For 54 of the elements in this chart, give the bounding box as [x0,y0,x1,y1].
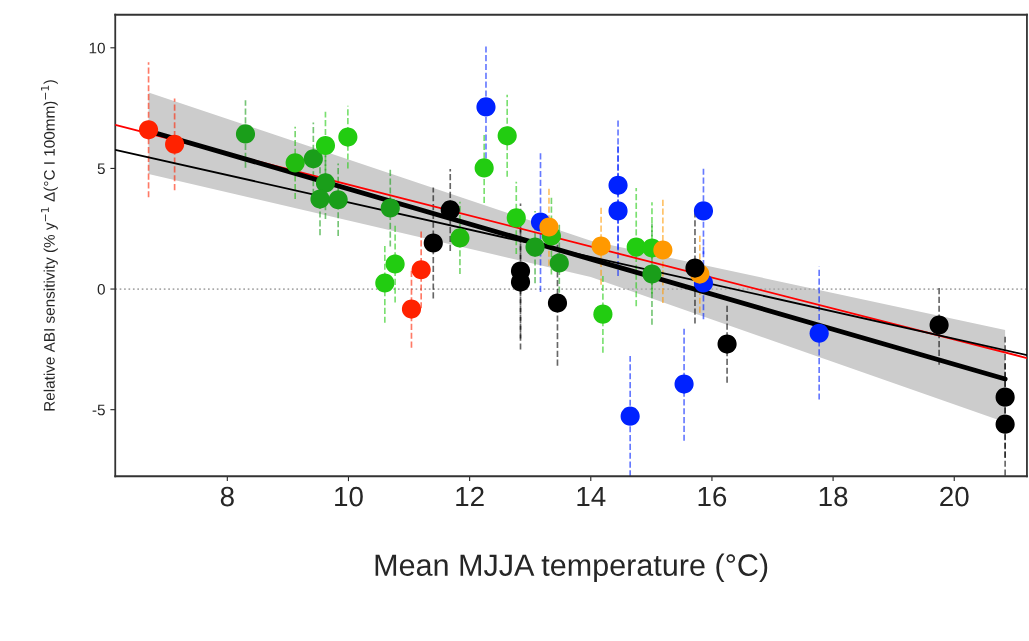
point [593,304,613,324]
point [525,237,545,257]
point [303,149,323,169]
x-tick-label: 10 [335,486,363,507]
point [474,158,494,178]
point [809,323,829,343]
point [549,253,569,273]
y-tick-label: 5 [97,163,105,175]
x-tick-label: 18 [819,486,848,507]
point [608,175,628,195]
x-tick-label: 20 [940,486,969,507]
point [717,334,737,354]
point [591,236,611,256]
point [380,198,400,218]
point [385,254,405,274]
point [995,387,1015,407]
point [642,264,662,284]
point [497,126,517,146]
point [285,153,305,173]
point [547,293,568,313]
point [506,208,526,228]
point [338,127,358,147]
point [375,273,395,293]
point [423,233,443,253]
point [315,135,336,156]
x-tick-label: 12 [456,486,484,507]
y-tick-label: 10 [89,42,105,54]
point [929,315,949,335]
y-tick-label: -5 [92,404,105,416]
point [995,414,1015,434]
point [476,97,496,117]
point [440,200,460,220]
point [315,173,336,193]
point [674,374,694,394]
point [165,134,185,154]
point [693,201,714,221]
point [310,189,330,209]
point [411,260,431,280]
point [138,120,159,140]
x-tick-label: 8 [220,486,234,507]
point [620,406,640,426]
point [450,228,470,248]
x-axis-title: Mean MJJA temperature (°C) [375,553,768,583]
y-tick-label: 0 [97,283,105,295]
point [608,201,628,221]
point [539,217,559,237]
point [235,124,256,144]
point [401,299,422,319]
point [653,240,673,260]
point [328,190,348,210]
x-tick-label: 16 [698,486,727,507]
point [685,258,705,278]
x-tick-label: 14 [577,487,606,507]
y-axis-title: Relative ABI sensitivity (% y$^{−1}$ Δ(°C I 100mm)$^{−1}$) [41,80,58,411]
